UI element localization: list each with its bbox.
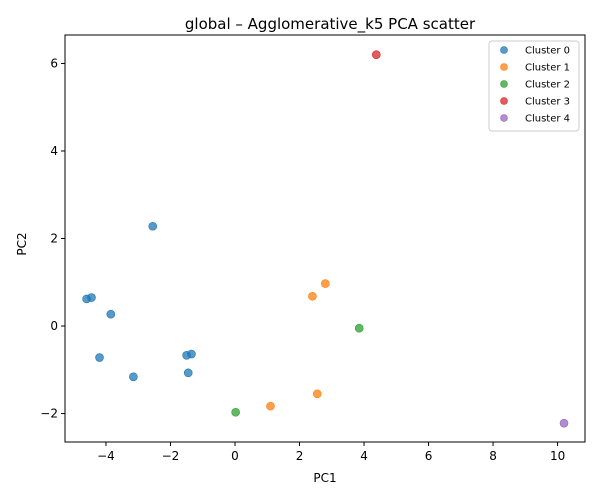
scatter-point [87,293,96,302]
y-axis-ticks: −2 0 2 4 6 [40,56,65,421]
x-tick-label: 10 [550,449,565,463]
scatter-point [308,291,317,301]
x-axis-ticks: −4 −2 0 2 4 6 8 10 [97,442,565,463]
legend-label: Cluster 2 [525,80,570,91]
scatter-point [187,349,196,359]
y-tick-label: 2 [50,232,58,246]
scatter-point [231,407,240,417]
y-tick-label: 4 [50,144,58,158]
scatter-point [321,279,330,288]
y-axis-label: PC2 [15,232,29,255]
scatter-point [129,372,138,382]
x-tick-label: −2 [162,449,180,463]
legend-marker [500,46,508,54]
legend-marker [500,97,508,105]
legend-label: Cluster 3 [525,97,570,108]
y-tick-label: 0 [50,319,58,333]
scatter-point [354,323,364,333]
chart-title: global – Agglomerative_k5 PCA scatter [185,15,476,34]
scatter-point [559,418,569,428]
legend-marker [500,63,508,71]
x-tick-label: 2 [296,449,304,463]
scatter-point [95,353,104,362]
x-tick-label: 8 [489,449,497,463]
y-tick-label: −2 [40,407,58,421]
legend-marker [500,114,508,122]
scatter-point [312,389,322,399]
legend-label: Cluster 4 [525,114,570,125]
x-tick-label: 4 [360,449,368,463]
scatter-point [148,221,158,231]
x-tick-label: 6 [425,449,433,463]
scatter-point [371,50,381,59]
data-points [82,50,569,428]
legend-box [488,40,580,132]
scatter-point [266,401,275,411]
legend-label: Cluster 1 [525,63,570,74]
scatter-point [183,368,193,378]
x-axis-label: PC1 [313,471,336,485]
legend: Cluster 0 Cluster 1 Cluster 2 Cluster 3 Clus… [488,40,580,132]
legend-marker [500,80,508,88]
y-tick-label: 6 [50,56,58,70]
scatter-point [106,309,116,319]
x-tick-label: −4 [97,449,115,463]
x-tick-label: 0 [231,449,239,463]
plot-frame [64,34,586,443]
legend-label: Cluster 0 [525,46,570,57]
